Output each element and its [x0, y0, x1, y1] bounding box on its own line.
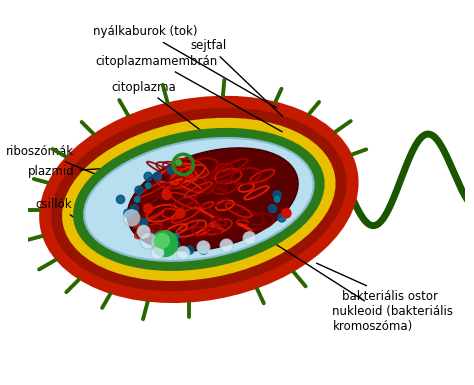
- Ellipse shape: [51, 108, 346, 291]
- Circle shape: [155, 233, 169, 248]
- Circle shape: [243, 232, 256, 244]
- Circle shape: [273, 191, 281, 199]
- Circle shape: [144, 204, 153, 213]
- Circle shape: [130, 204, 138, 213]
- Circle shape: [134, 197, 140, 202]
- Circle shape: [282, 209, 291, 218]
- Circle shape: [139, 218, 148, 227]
- Ellipse shape: [84, 138, 314, 261]
- Text: riboszómák: riboszómák: [6, 145, 132, 189]
- Circle shape: [177, 246, 190, 259]
- Circle shape: [162, 190, 171, 199]
- Circle shape: [137, 225, 150, 238]
- Ellipse shape: [62, 118, 336, 281]
- Circle shape: [152, 231, 178, 256]
- Circle shape: [176, 160, 182, 165]
- Circle shape: [159, 238, 165, 244]
- Circle shape: [176, 209, 185, 218]
- Circle shape: [173, 233, 179, 239]
- Circle shape: [144, 172, 152, 181]
- Circle shape: [135, 186, 143, 194]
- Text: sejtfal: sejtfal: [190, 39, 283, 116]
- Circle shape: [185, 246, 194, 254]
- Circle shape: [274, 197, 280, 202]
- Ellipse shape: [39, 96, 358, 303]
- Text: nukleoid (bakteriális
kromoszóma): nukleoid (bakteriális kromoszóma): [265, 238, 454, 333]
- Circle shape: [140, 233, 156, 249]
- Text: plazmid: plazmid: [28, 164, 170, 178]
- Text: citoplazmamembrán: citoplazmamembrán: [95, 55, 282, 132]
- Circle shape: [220, 239, 233, 252]
- Ellipse shape: [127, 148, 298, 251]
- Circle shape: [278, 214, 286, 222]
- Circle shape: [123, 209, 140, 226]
- Circle shape: [197, 241, 210, 254]
- Text: bakteriális ostor: bakteriális ostor: [317, 263, 438, 303]
- Circle shape: [199, 246, 208, 254]
- Circle shape: [268, 204, 277, 213]
- Circle shape: [153, 232, 162, 240]
- Text: csillók: csillók: [36, 198, 86, 226]
- Text: citoplazma: citoplazma: [111, 80, 229, 152]
- Circle shape: [167, 166, 175, 174]
- Circle shape: [117, 195, 125, 204]
- Text: nyálkaburok (tok): nyálkaburok (tok): [92, 25, 277, 108]
- Circle shape: [172, 241, 180, 249]
- Circle shape: [124, 209, 132, 218]
- Circle shape: [151, 246, 164, 259]
- Ellipse shape: [73, 128, 325, 271]
- Circle shape: [146, 183, 151, 188]
- Circle shape: [153, 172, 162, 181]
